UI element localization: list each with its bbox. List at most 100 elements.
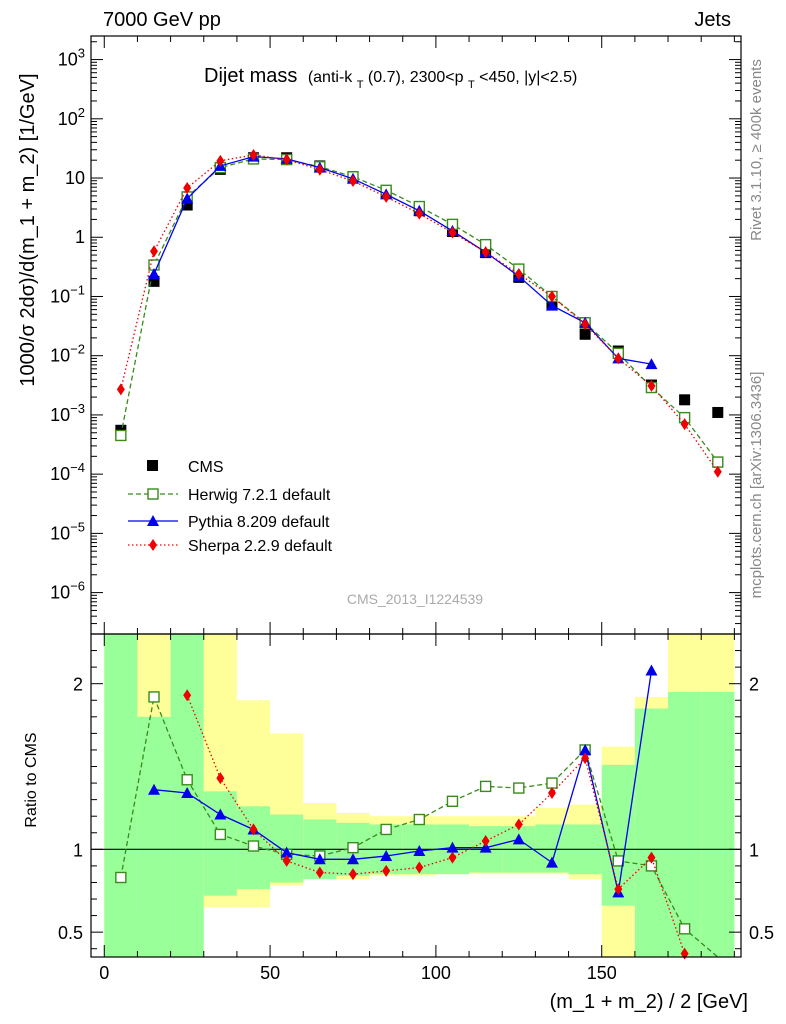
main-y-tick-label-exponent: 2	[78, 105, 85, 120]
main-y-tick-label-exponent: −4	[70, 460, 85, 475]
sherpa-marker	[315, 163, 324, 176]
sherpa-marker	[382, 864, 391, 877]
x-axis-label: (m_1 + m_2) / 2 [GeV]	[550, 991, 748, 1013]
main-y-tick-label-base: 10	[58, 50, 78, 70]
main-y-tick-label-base: 10	[50, 583, 70, 603]
x-tick-label: 0	[99, 963, 109, 983]
herwig-marker	[181, 774, 193, 786]
cms-marker	[181, 199, 193, 211]
sherpa-marker	[614, 352, 623, 365]
ratio-band-inner	[668, 691, 702, 957]
sherpa-marker	[282, 153, 291, 166]
title-sub-a: (anti-k	[308, 69, 353, 86]
legend-label-sherpa: Sherpa 2.2.9 default	[188, 538, 333, 555]
herwig-marker	[347, 841, 359, 854]
main-y-tick-label: 10−1	[50, 282, 85, 306]
sherpa-marker	[448, 851, 457, 864]
herwig-marker	[148, 691, 160, 703]
pythia-marker	[280, 846, 293, 858]
main-y-tick-label: 10	[65, 168, 85, 188]
sherpa-marker	[415, 207, 424, 220]
cms-marker	[679, 394, 691, 406]
sherpa-marker	[547, 290, 556, 303]
legend-item-herwig: Herwig 7.2.1 default	[128, 487, 331, 504]
herwig-marker	[115, 871, 127, 884]
legend-marker-pythia	[147, 515, 159, 526]
sherpa-marker	[647, 851, 656, 864]
legend-item-pythia: Pythia 8.209 default	[128, 514, 330, 531]
main-y-tick-label-exponent: 3	[78, 46, 85, 61]
sherpa-marker	[216, 772, 225, 785]
sherpa-marker	[348, 868, 357, 881]
herwig-marker	[546, 777, 558, 789]
herwig-marker	[380, 823, 392, 836]
herwig-marker	[678, 923, 691, 935]
ratio-band-inner	[137, 716, 171, 957]
legend-item-cms: CMS	[147, 459, 224, 476]
ratio-y-tick-label-right: 0.5	[749, 923, 774, 943]
sherpa-marker	[680, 418, 689, 431]
main-series-layer	[115, 148, 724, 478]
legend-marker-cms	[147, 460, 158, 471]
herwig-marker	[612, 855, 624, 867]
ratio-frame	[90, 633, 742, 958]
main-y-tick-label-base: 10	[50, 464, 70, 484]
ratio-ylabel: Ratio to CMS	[23, 732, 40, 827]
main-y-tick-label-base: 10	[50, 286, 70, 306]
sherpa-marker	[216, 154, 225, 167]
pythia-marker	[645, 358, 658, 370]
pythia-marker	[446, 841, 459, 853]
sherpa-marker	[547, 787, 556, 800]
ratio-band-inner	[701, 691, 735, 957]
x-tick-label: 100	[421, 963, 451, 983]
legend-label-cms: CMS	[188, 459, 224, 476]
pythia-marker	[645, 664, 658, 676]
cms-marker	[712, 406, 724, 418]
sherpa-marker	[382, 190, 391, 203]
main-y-tick-label-base: 10	[65, 168, 85, 188]
sherpa-marker	[183, 181, 192, 194]
sherpa-line	[186, 695, 686, 954]
herwig-marker	[479, 780, 492, 793]
main-y-tick-label: 10−5	[50, 519, 85, 543]
ratio-y-tick-label-left: 1	[73, 840, 83, 860]
title-sub-b-subscript: T	[468, 79, 475, 91]
header-left: 7000 GeV pp	[103, 9, 221, 31]
main-y-tick-label-base: 10	[58, 109, 78, 129]
pythia-marker	[413, 844, 426, 856]
ratio-y-tick-label-left: 2	[73, 675, 83, 695]
rivet-label: Rivet 3.1.10, ≥ 400k events	[748, 59, 765, 241]
ratio-y-tick-label-right: 2	[749, 675, 759, 695]
sherpa-marker	[647, 379, 656, 392]
sherpa-marker	[581, 752, 590, 765]
sherpa-marker	[481, 246, 490, 259]
plot-title: Dijet mass (anti-k T (0.7), 2300<p T <45…	[204, 65, 577, 92]
ratio-band-inner	[634, 708, 669, 957]
main-y-tick-label: 103	[58, 46, 85, 70]
pythia-marker	[579, 743, 592, 755]
main-y-tick-label: 10−2	[50, 342, 85, 366]
main-y-tick-label-exponent: −1	[70, 282, 85, 297]
title-main: Dijet mass	[204, 65, 297, 87]
pythia-marker	[313, 853, 326, 865]
pythia-marker	[545, 299, 558, 311]
sherpa-marker	[713, 465, 722, 478]
main-y-tick-label: 10−4	[50, 460, 85, 484]
sherpa-marker	[348, 175, 357, 188]
pythia-marker	[148, 783, 161, 795]
herwig-marker	[247, 840, 260, 852]
legend-item-sherpa: Sherpa 2.2.9 default	[128, 538, 333, 555]
cms-marker	[579, 328, 591, 340]
sherpa-marker	[282, 854, 291, 867]
main-ylabel: 1000/σ 2dσ)/d(m_1 + m_2) [1/GeV]	[17, 73, 39, 386]
sherpa-marker	[614, 883, 623, 896]
sherpa-marker	[481, 835, 490, 848]
sherpa-marker	[249, 148, 258, 161]
pythia-marker	[181, 787, 194, 799]
title-sub-c: <450, |y|<2.5)	[479, 69, 577, 86]
herwig-marker	[712, 456, 724, 468]
legend-label-herwig: Herwig 7.2.1 default	[188, 487, 331, 504]
herwig-marker	[446, 795, 459, 807]
pythia-marker	[181, 192, 194, 204]
